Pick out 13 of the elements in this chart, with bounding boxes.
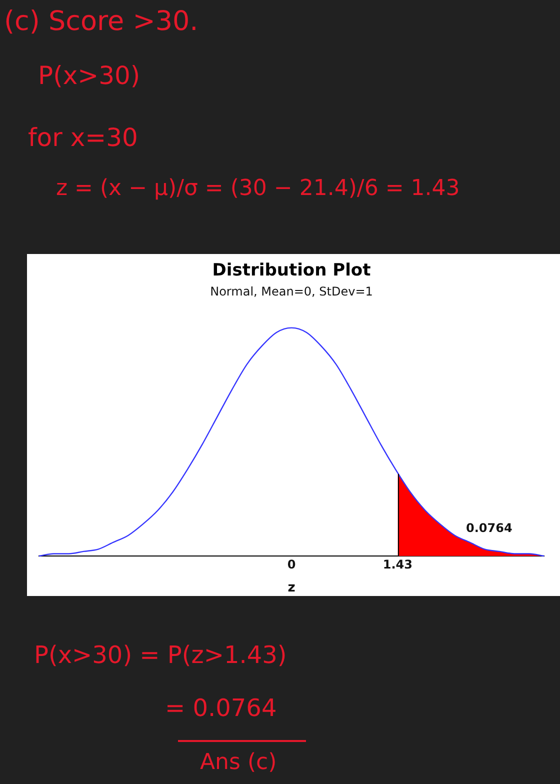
text: z = (x − μ)/σ = (30 − 21.4)/6 = 1.43 xyxy=(56,176,460,202)
x-axis-title: z xyxy=(288,580,296,596)
x-tick-label: 0 xyxy=(287,557,296,572)
x-tick-label: 1.43 xyxy=(382,557,413,572)
text: for x=30 xyxy=(28,123,138,153)
chart-subtitle: Normal, Mean=0, StDev=1 xyxy=(210,284,373,299)
text: (c) Score >30. xyxy=(4,6,198,38)
chart-title: Distribution Plot xyxy=(212,260,371,281)
text: Ans (c) xyxy=(200,750,277,776)
text: P(x>30) = P(z>1.43) xyxy=(34,641,287,670)
annotation: 0.0764 xyxy=(466,521,512,536)
text: P(x>30) xyxy=(38,61,140,91)
text: = 0.0764 xyxy=(165,694,277,723)
